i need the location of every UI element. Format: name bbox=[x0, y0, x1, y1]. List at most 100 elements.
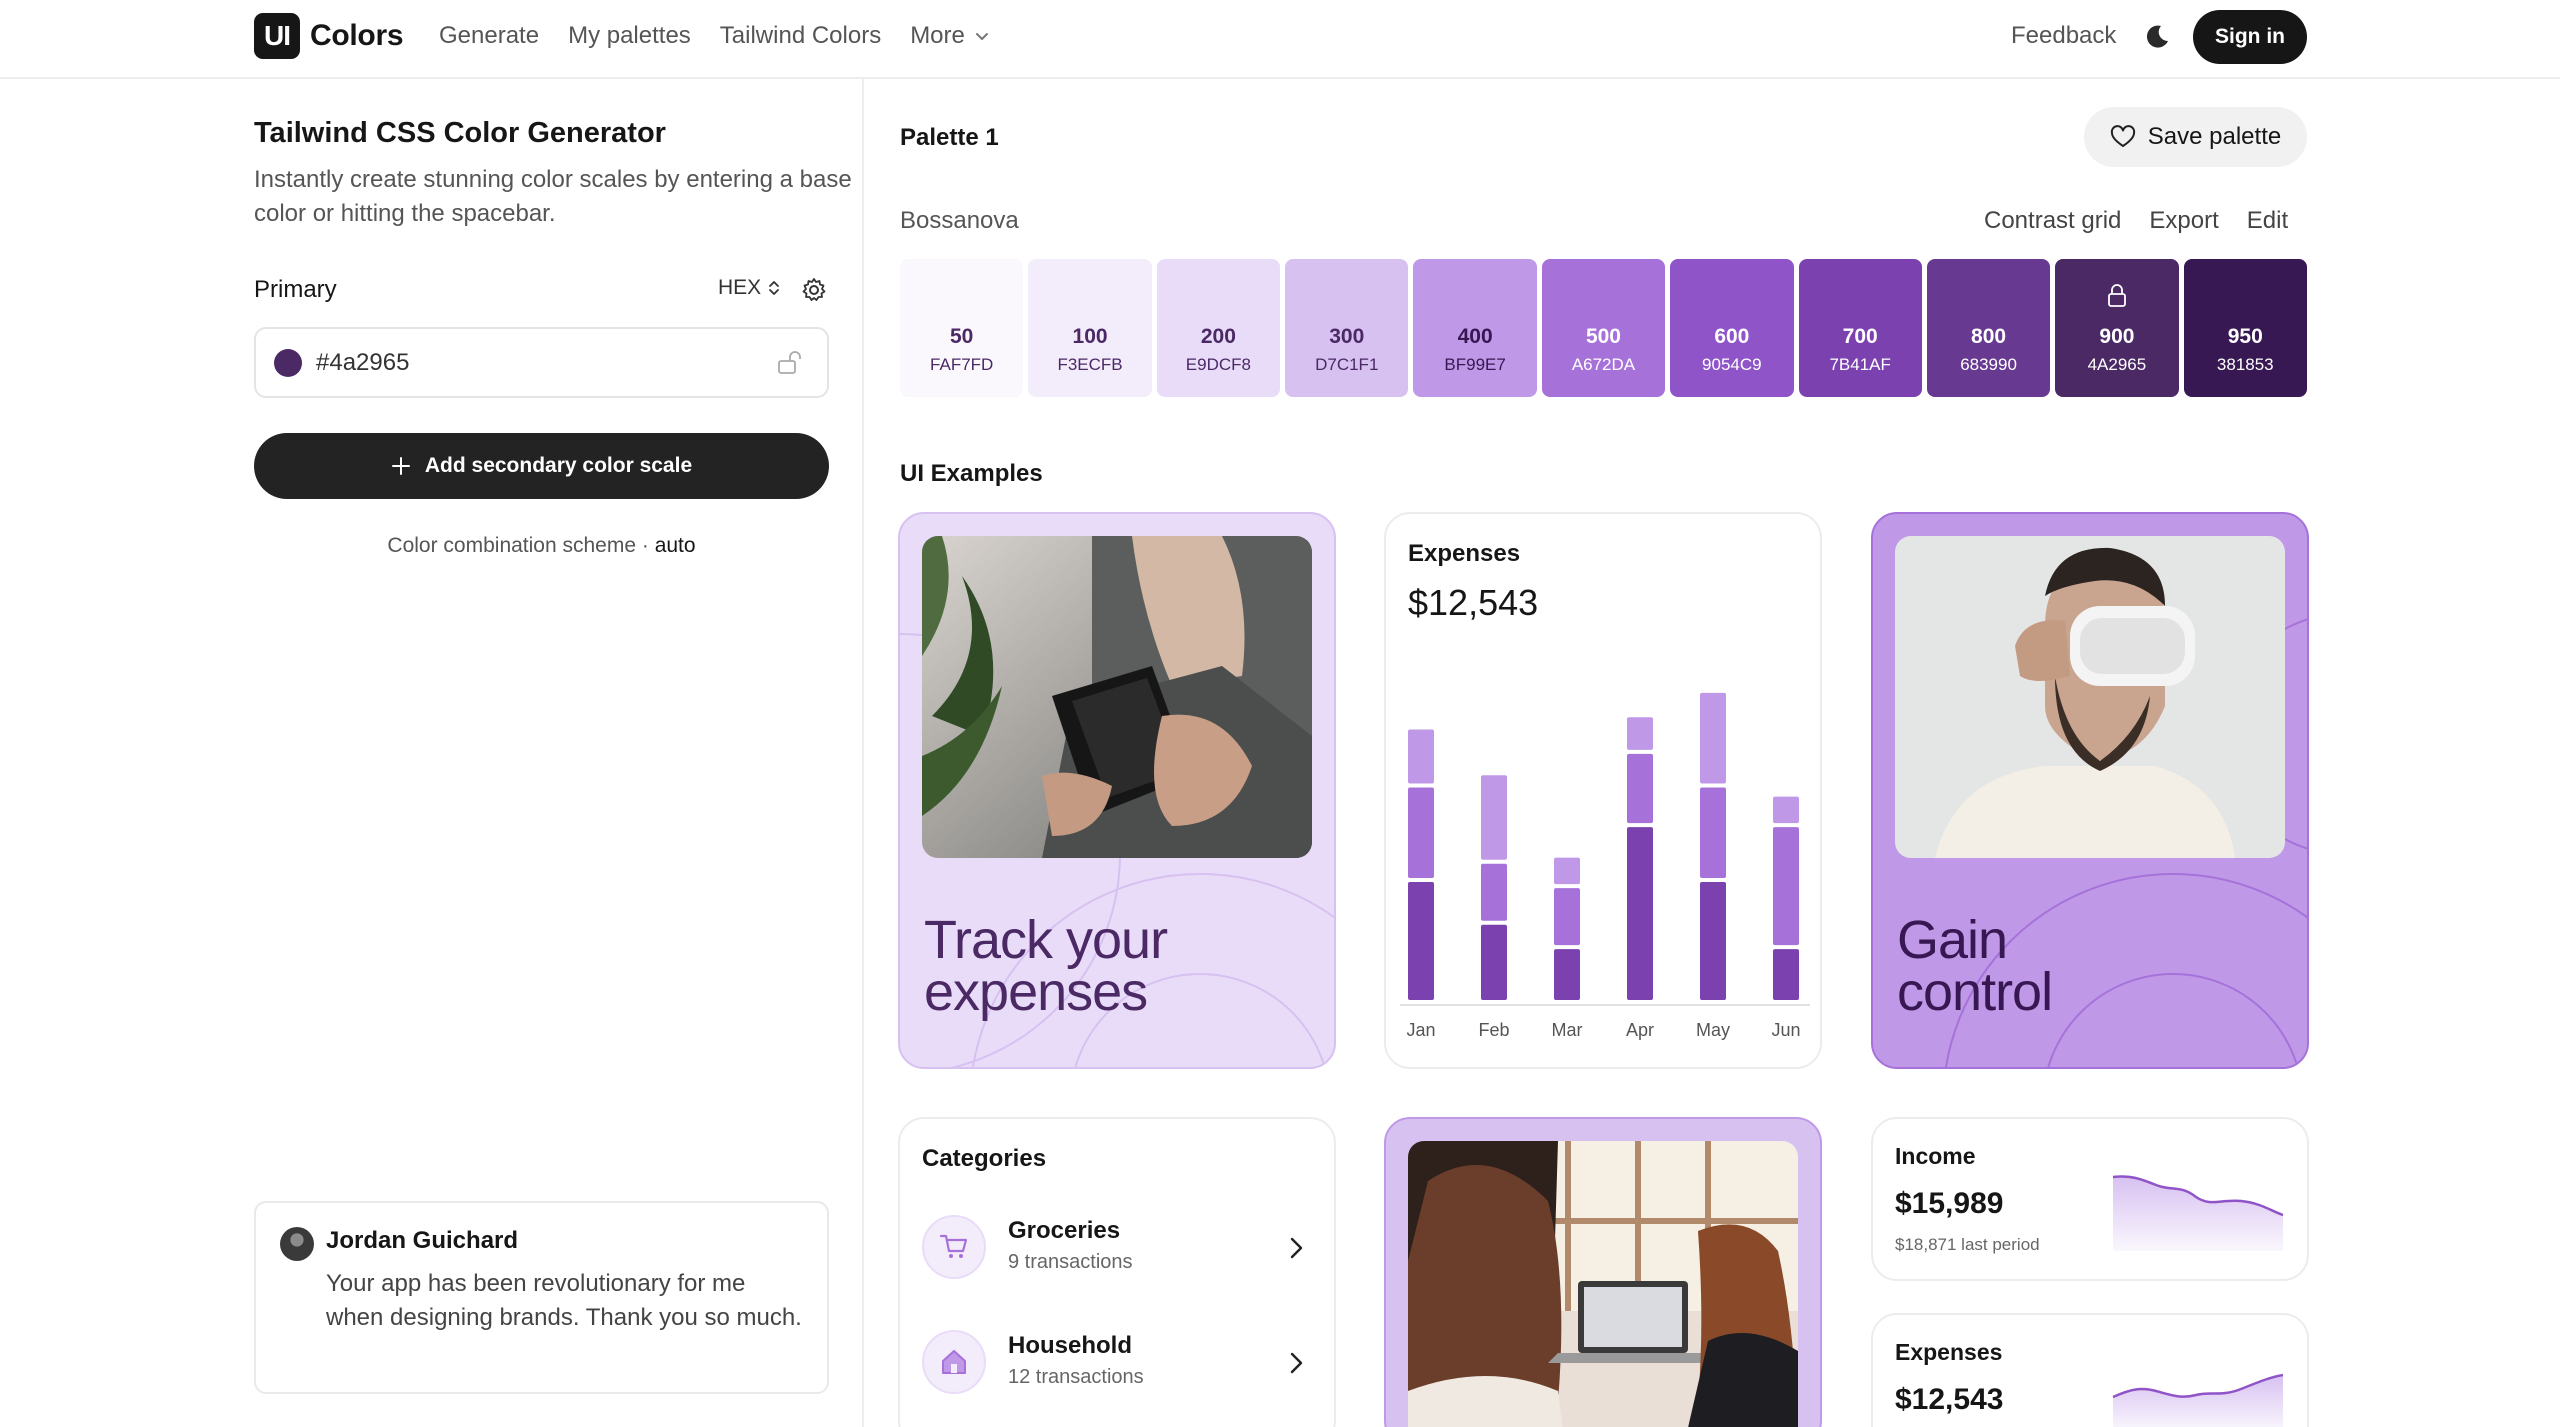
sign-in-button[interactable]: Sign in bbox=[2193, 10, 2307, 64]
track-line-1: Track your bbox=[924, 910, 1168, 970]
chevron-up-down-icon bbox=[769, 281, 780, 295]
expenses-small-amount: $12,543 bbox=[1895, 1383, 2004, 1416]
expenses-small-title: Expenses bbox=[1895, 1339, 2003, 1365]
expenses-sparkline bbox=[2112, 1373, 2284, 1427]
plus-icon bbox=[391, 457, 410, 475]
swatch-400[interactable]: 400 BF99E7 bbox=[1413, 259, 1537, 397]
color-scheme-note: Color combination scheme · auto bbox=[254, 534, 829, 558]
category-row[interactable]: Groceries 9 transactions bbox=[922, 1215, 1316, 1285]
track-expenses-card: Track your expenses bbox=[898, 512, 1336, 1069]
income-amount: $15,989 bbox=[1895, 1187, 2004, 1220]
swatch-50[interactable]: 50 FAF7FD bbox=[900, 259, 1024, 397]
income-sparkline bbox=[2112, 1175, 2284, 1251]
chevron-right-icon bbox=[1290, 1352, 1303, 1374]
nav-more-label: More bbox=[910, 22, 965, 49]
meeting-photo bbox=[1408, 1141, 1798, 1427]
swatch-100[interactable]: 100 F3ECFB bbox=[1028, 259, 1152, 397]
swatch-shade: 800 bbox=[1971, 325, 2007, 348]
income-last-period: $18,871 last period bbox=[1895, 1235, 2040, 1254]
swatch-600[interactable]: 600 9054C9 bbox=[1670, 259, 1794, 397]
logo-mark: UI bbox=[254, 13, 300, 59]
month-label: Jun bbox=[1771, 1020, 1801, 1040]
expenses-amount: $12,543 bbox=[1408, 582, 1539, 623]
save-palette-label: Save palette bbox=[2147, 123, 2282, 150]
bar-jan-segment-1 bbox=[1408, 882, 1434, 1000]
save-palette-button[interactable]: Save palette bbox=[2084, 107, 2307, 167]
month-label: May bbox=[1695, 1020, 1730, 1040]
swatch-shade: 600 bbox=[1714, 325, 1750, 348]
swatch-hex: D7C1F1 bbox=[1315, 355, 1379, 374]
track-line-2: expenses bbox=[924, 962, 1148, 1022]
swatch-shade: 950 bbox=[2227, 325, 2263, 348]
bar-feb-segment-1 bbox=[1481, 924, 1507, 1000]
month-label: Feb bbox=[1478, 1020, 1510, 1040]
scheme-value[interactable]: auto bbox=[654, 534, 696, 557]
swatch-900[interactable]: 900 4A2965 bbox=[2055, 259, 2179, 397]
swatch-800[interactable]: 800 683990 bbox=[1926, 259, 2051, 397]
swatch-700[interactable]: 700 7B41AF bbox=[1798, 259, 1922, 397]
scale-name[interactable]: Bossanova bbox=[900, 207, 1019, 234]
category-row[interactable]: Household 12 transactions bbox=[922, 1330, 1316, 1400]
color-scale: 50 FAF7FD 100 F3ECFB 200 E9DCF8 300 D7C1F1 400 BF… bbox=[900, 259, 2307, 397]
color-swatch-dot bbox=[274, 348, 302, 377]
lock-icon[interactable] bbox=[2106, 283, 2128, 309]
swatch-shade: 900 bbox=[2099, 325, 2135, 348]
unlock-icon[interactable] bbox=[775, 349, 803, 377]
income-title: Income bbox=[1895, 1143, 1976, 1169]
feedback-link[interactable]: Feedback bbox=[2011, 22, 2117, 49]
bar-jun-segment-3 bbox=[1773, 796, 1799, 824]
nav-tailwind-colors[interactable]: Tailwind Colors bbox=[719, 22, 882, 49]
swatch-200[interactable]: 200 E9DCF8 bbox=[1156, 259, 1281, 397]
format-select-label: HEX bbox=[718, 276, 762, 299]
swatch-300[interactable]: 300 D7C1F1 bbox=[1285, 259, 1409, 397]
format-select[interactable]: HEX bbox=[718, 276, 781, 300]
expenses-title: Expenses bbox=[1408, 540, 1521, 567]
logo[interactable]: UI Colors bbox=[254, 13, 404, 59]
contrast-grid-link[interactable]: Contrast grid bbox=[1984, 207, 2122, 234]
bar-apr-segment-1 bbox=[1627, 827, 1653, 1000]
primary-color-field[interactable] bbox=[254, 327, 829, 398]
categories-title: Categories bbox=[922, 1145, 1047, 1172]
swatch-shade: 50 bbox=[950, 325, 974, 348]
export-link[interactable]: Export bbox=[2149, 207, 2219, 234]
swatch-950[interactable]: 950 381853 bbox=[2183, 259, 2307, 397]
chevron-down-icon bbox=[975, 33, 988, 40]
track-expenses-text: Track your expenses bbox=[924, 910, 1168, 1022]
moon-icon[interactable] bbox=[2142, 22, 2172, 52]
category-count: 9 transactions bbox=[1008, 1251, 1133, 1273]
gear-icon[interactable] bbox=[800, 276, 828, 304]
swatch-hex: 683990 bbox=[1960, 355, 2017, 374]
primary-label: Primary bbox=[254, 276, 337, 303]
bar-jun-segment-1 bbox=[1773, 949, 1799, 1000]
category-name: Household bbox=[1008, 1332, 1132, 1359]
swatch-shade: 500 bbox=[1585, 325, 1621, 348]
edit-link[interactable]: Edit bbox=[2246, 207, 2289, 234]
swatch-hex: 4A2965 bbox=[2087, 355, 2147, 374]
generator-title: Tailwind CSS Color Generator bbox=[254, 117, 666, 149]
categories-card: Categories Groceries 9 transactions Hous… bbox=[898, 1117, 1336, 1427]
nav-my-palettes[interactable]: My palettes bbox=[568, 22, 691, 49]
nav-generate[interactable]: Generate bbox=[439, 22, 540, 49]
swatch-shade: 700 bbox=[1842, 325, 1878, 348]
bar-may-segment-2 bbox=[1700, 787, 1726, 878]
swatch-hex: A672DA bbox=[1571, 355, 1636, 374]
nav-more[interactable]: More bbox=[910, 22, 991, 50]
logo-text: Colors bbox=[310, 19, 404, 52]
heart-icon bbox=[2110, 125, 2135, 147]
bar-jun-segment-2 bbox=[1773, 827, 1799, 946]
swatch-shade: 300 bbox=[1329, 325, 1365, 348]
primary-color-input[interactable] bbox=[316, 348, 756, 377]
swatch-hex: FAF7FD bbox=[930, 355, 994, 374]
month-label: Apr bbox=[1625, 1020, 1654, 1040]
gain-line-2: control bbox=[1897, 962, 2053, 1022]
bar-jan-segment-2 bbox=[1408, 787, 1434, 878]
cart-icon bbox=[922, 1215, 986, 1279]
expenses-small-card: Expenses $12,543 bbox=[1871, 1313, 2309, 1427]
swatch-500[interactable]: 500 A672DA bbox=[1541, 259, 1666, 397]
add-secondary-scale-button[interactable]: Add secondary color scale bbox=[254, 433, 829, 499]
swatch-hex: 381853 bbox=[2216, 355, 2274, 374]
bar-mar-segment-3 bbox=[1554, 857, 1580, 885]
testimonial-card: Jordan Guichard Your app has been revolu… bbox=[254, 1201, 829, 1394]
category-name: Groceries bbox=[1008, 1217, 1121, 1244]
testimonial-name: Jordan Guichard bbox=[326, 1227, 519, 1254]
